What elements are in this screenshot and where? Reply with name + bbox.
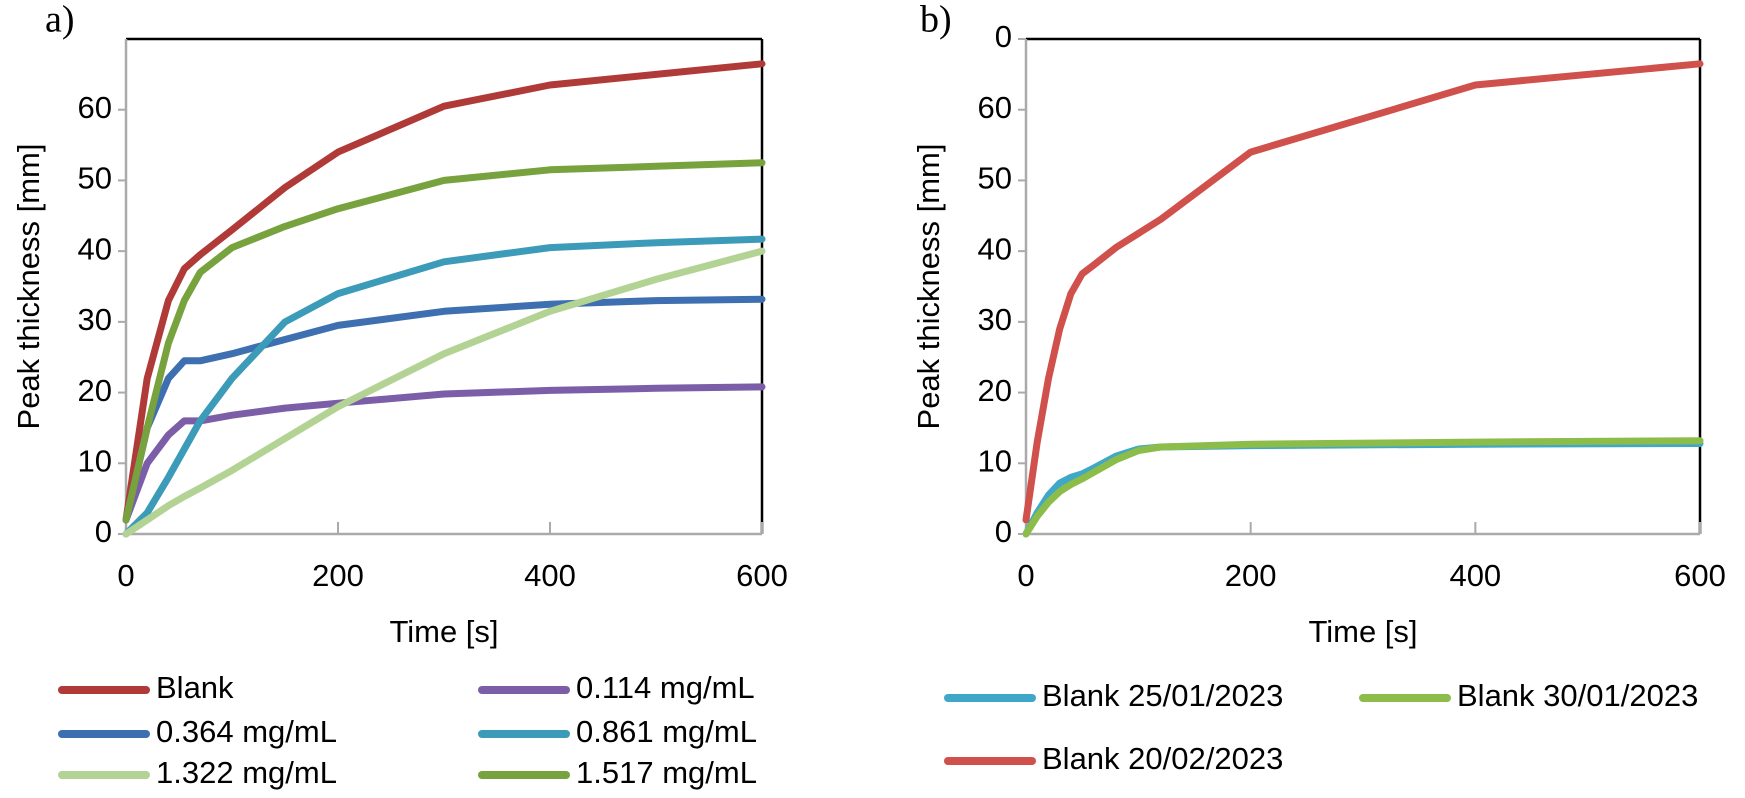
line-series [122,383,766,524]
y-axis-title: Peak thickness [mm] [911,144,946,430]
y-tick-label: 20 [978,373,1012,408]
legend-label: Blank [156,670,234,705]
y-tick-label: 0 [995,514,1012,549]
x-tick-label: 400 [524,558,576,593]
legend-label: Blank 30/01/2023 [1457,678,1698,713]
y-tick-label: 20 [78,373,112,408]
x-axis-title: Time [s] [1308,614,1417,649]
legend-label: Blank 25/01/2023 [1042,678,1283,713]
legend-label: 0.114 mg/mL [576,670,755,705]
y-tick-label: 10 [978,443,1012,478]
y-tick-label: 0 [95,514,112,549]
x-tick-label: 0 [117,558,134,593]
legend-label: Blank 20/02/2023 [1042,741,1283,776]
x-tick-label: 400 [1449,558,1501,593]
panel-label: b) [920,0,952,41]
line-series [122,295,766,524]
x-tick-label: 200 [1225,558,1277,593]
y-tick-label: 60 [78,90,112,125]
y-tick-label: 60 [978,90,1012,125]
x-tick-label: 600 [736,558,788,593]
x-tick-label: 0 [1017,558,1034,593]
x-tick-label: 200 [312,558,364,593]
line-series [122,247,766,538]
legend-label: 1.517 mg/mL [576,755,757,790]
y-tick-label: 40 [978,231,1012,266]
legend-label: 1.322 mg/mL [156,755,337,790]
y-axis-title: Peak thickness [mm] [11,144,46,430]
y-tick-label: 40 [78,231,112,266]
line-series [122,159,766,524]
y-tick-label: 50 [978,161,1012,196]
legend-label: 0.861 mg/mL [576,714,757,749]
y-tick-label: 30 [78,302,112,337]
line-series [1022,60,1704,524]
y-tick-label: 0 [995,19,1012,54]
line-series [122,235,766,538]
y-tick-label: 10 [78,443,112,478]
line-series [122,60,766,524]
y-tick-label: 50 [78,161,112,196]
x-tick-label: 600 [1674,558,1726,593]
y-tick-label: 30 [978,302,1012,337]
panel-label: a) [45,0,75,41]
line-series [1022,437,1704,538]
x-axis-title: Time [s] [389,614,498,649]
legend-label: 0.364 mg/mL [156,714,337,749]
